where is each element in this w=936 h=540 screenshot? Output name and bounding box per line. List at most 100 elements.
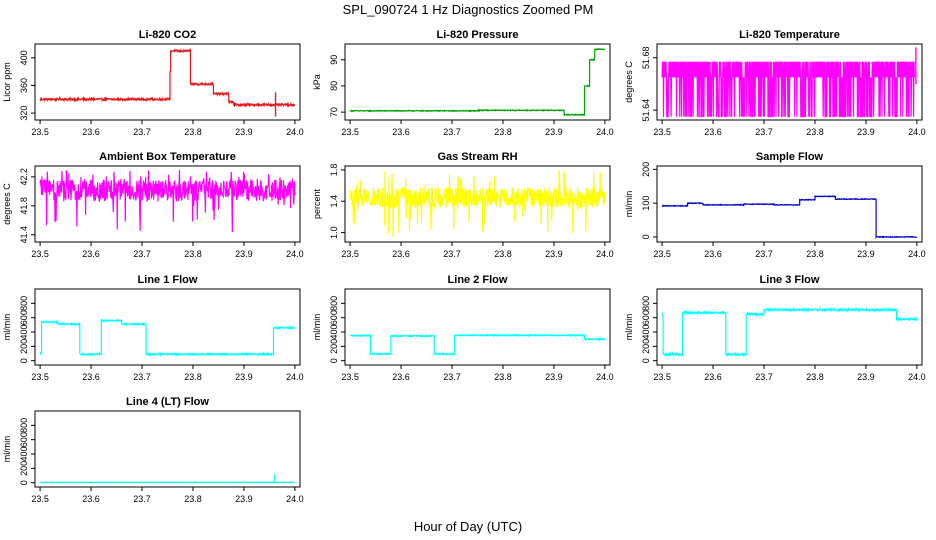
co2-ytick-label: 320 bbox=[19, 106, 29, 121]
co2-xtick-label: 23.9 bbox=[235, 127, 253, 137]
pressure-ytick-label: 90 bbox=[329, 55, 339, 65]
line1-flow-xtick-label: 23.7 bbox=[133, 372, 151, 382]
co2-ytick-label: 400 bbox=[19, 50, 29, 65]
pressure-xtick-label: 23.7 bbox=[443, 127, 461, 137]
line1-flow-xtick-label: 24.0 bbox=[286, 372, 304, 382]
pressure-xtick-label: 24.0 bbox=[596, 127, 614, 137]
sample-flow-xtick-label: 23.5 bbox=[653, 249, 671, 259]
line3-flow-xtick-label: 23.7 bbox=[755, 372, 773, 382]
line2-flow-xtick-label: 23.7 bbox=[443, 372, 461, 382]
co2-frame bbox=[34, 43, 301, 121]
line1-flow-ytick-label: 200 bbox=[19, 339, 29, 354]
pressure-ylabel: kPa bbox=[312, 74, 322, 90]
line3-flow-xtick-label: 23.8 bbox=[806, 372, 824, 382]
box-temp-series-line bbox=[39, 169, 296, 233]
line1-flow-ytick-label: 0 bbox=[19, 358, 29, 363]
sample-flow-xtick-label: 23.8 bbox=[806, 249, 824, 259]
licor-temp-ytick-label: 51.68 bbox=[641, 46, 651, 69]
rh-ytick-label: 1.4 bbox=[329, 195, 339, 208]
sample-flow-xtick-label: 23.7 bbox=[755, 249, 773, 259]
line4-flow-xtick-label: 23.9 bbox=[235, 494, 253, 504]
rh-xtick-label: 23.6 bbox=[392, 249, 410, 259]
line1-flow-xtick-label: 23.8 bbox=[184, 372, 202, 382]
box-temp-xtick-label: 23.7 bbox=[133, 249, 151, 259]
figure-xlabel: Hour of Day (UTC) bbox=[414, 519, 522, 534]
panel-pressure: Li-820 Pressure kPa 23.5 23.6 23.7 23.8 23.9 24… bbox=[312, 29, 614, 137]
line1-flow-ytick-label: 800 bbox=[19, 296, 29, 311]
rh-xtick-label: 24.0 bbox=[596, 249, 614, 259]
rh-xtick-label: 23.7 bbox=[443, 249, 461, 259]
line3-flow-ytick-label: 200 bbox=[641, 339, 651, 354]
sample-flow-ytick-label: 200 bbox=[641, 162, 651, 177]
figure-title: SPL_090724 1 Hz Diagnostics Zoomed PM bbox=[343, 2, 594, 17]
sample-flow-ytick-label: 0 bbox=[641, 234, 651, 239]
co2-series-line bbox=[39, 47, 296, 109]
line1-flow-ylabel: ml/min bbox=[2, 314, 12, 341]
rh-xtick-label: 23.8 bbox=[494, 249, 512, 259]
panel-licor-temp: Li-820 Temperature degrees C 23.5 23.6 23.7 2… bbox=[624, 29, 926, 137]
line2-flow-xtick-label: 23.9 bbox=[545, 372, 563, 382]
box-temp-xtick-label: 23.5 bbox=[31, 249, 49, 259]
line4-flow-xtick-label: 23.6 bbox=[82, 494, 100, 504]
licor-temp-xtick-label: 23.8 bbox=[806, 127, 824, 137]
rh-xtick-label: 23.9 bbox=[545, 249, 563, 259]
box-temp-ytick-label: 41.4 bbox=[19, 226, 29, 244]
licor-temp-title: Li-820 Temperature bbox=[739, 29, 840, 41]
line4-flow-xtick-label: 23.8 bbox=[184, 494, 202, 504]
line3-flow-ylabel: ml/min bbox=[624, 314, 634, 341]
box-temp-frame bbox=[34, 165, 301, 243]
pressure-ytick-label: 80 bbox=[329, 81, 339, 91]
box-temp-ytick-label: 41.8 bbox=[19, 197, 29, 215]
line2-flow-ytick-label: 400 bbox=[329, 325, 339, 340]
line4-flow-xtick-label: 24.0 bbox=[286, 494, 304, 504]
line2-flow-series-line bbox=[349, 333, 606, 357]
panel-line1-flow: Line 1 Flow ml/min 23.5 23.6 23.7 23.8 23.9 24.… bbox=[2, 274, 304, 382]
licor-temp-ylabel: degrees C bbox=[624, 61, 634, 103]
pressure-title: Li-820 Pressure bbox=[437, 29, 519, 41]
sample-flow-xtick-label: 23.6 bbox=[704, 249, 722, 259]
line1-flow-series-line bbox=[39, 317, 296, 357]
sample-flow-xtick-label: 24.0 bbox=[908, 249, 926, 259]
line3-flow-xtick-label: 24.0 bbox=[908, 372, 926, 382]
line3-flow-frame bbox=[656, 288, 923, 366]
sample-flow-ylabel: ml/min bbox=[624, 191, 634, 218]
line2-flow-ytick-label: 600 bbox=[329, 310, 339, 325]
line2-flow-ytick-label: 200 bbox=[329, 339, 339, 354]
panel-line2-flow: Line 2 Flow ml/min 23.5 23.6 23.7 23.8 23.9 24.… bbox=[312, 274, 614, 382]
line3-flow-xtick-label: 23.5 bbox=[653, 372, 671, 382]
panels: Li-820 CO2 Licor ppm 23.5 23.6 23.7 23.8 23.9 2… bbox=[2, 29, 926, 504]
line3-flow-ytick-label: 400 bbox=[641, 325, 651, 340]
rh-ytick-label: 1.0 bbox=[329, 226, 339, 239]
licor-temp-xtick-label: 24.0 bbox=[908, 127, 926, 137]
pressure-xtick-label: 23.6 bbox=[392, 127, 410, 137]
line1-flow-title: Line 1 Flow bbox=[138, 274, 198, 286]
line3-flow-ytick-label: 600 bbox=[641, 310, 651, 325]
line3-flow-title: Line 3 Flow bbox=[760, 274, 820, 286]
line4-flow-ytick-label: 0 bbox=[19, 480, 29, 485]
rh-xtick-label: 23.5 bbox=[341, 249, 359, 259]
licor-temp-xtick-label: 23.9 bbox=[857, 127, 875, 137]
panel-sample-flow: Sample Flow ml/min 23.5 23.6 23.7 23.8 23.9 24.… bbox=[624, 151, 926, 259]
co2-ytick-label: 360 bbox=[19, 78, 29, 93]
line3-flow-xtick-label: 23.6 bbox=[704, 372, 722, 382]
panel-line4-flow: Line 4 (LT) Flow ml/min 23.5 23.6 23.7 23.8 23… bbox=[2, 396, 304, 504]
line2-flow-xtick-label: 23.6 bbox=[392, 372, 410, 382]
box-temp-xtick-label: 24.0 bbox=[286, 249, 304, 259]
line4-flow-ytick-label: 400 bbox=[19, 447, 29, 462]
line4-flow-ytick-label: 600 bbox=[19, 432, 29, 447]
rh-ytick-label: 1.8 bbox=[329, 164, 339, 177]
line3-flow-ytick-label: 800 bbox=[641, 296, 651, 311]
line2-flow-ytick-label: 0 bbox=[329, 358, 339, 363]
line4-flow-ytick-label: 200 bbox=[19, 461, 29, 476]
co2-xtick-label: 23.7 bbox=[133, 127, 151, 137]
panel-rh: Gas Stream RH percent 23.5 23.6 23.7 23.8 23.9… bbox=[312, 151, 614, 259]
box-temp-ytick-label: 42.2 bbox=[19, 168, 29, 186]
line1-flow-ytick-label: 400 bbox=[19, 325, 29, 340]
rh-series-line bbox=[349, 170, 606, 237]
pressure-xtick-label: 23.9 bbox=[545, 127, 563, 137]
box-temp-title: Ambient Box Temperature bbox=[99, 151, 236, 163]
line3-flow-ytick-label: 0 bbox=[641, 358, 651, 363]
line4-flow-title: Line 4 (LT) Flow bbox=[126, 396, 209, 408]
line1-flow-xtick-label: 23.5 bbox=[31, 372, 49, 382]
